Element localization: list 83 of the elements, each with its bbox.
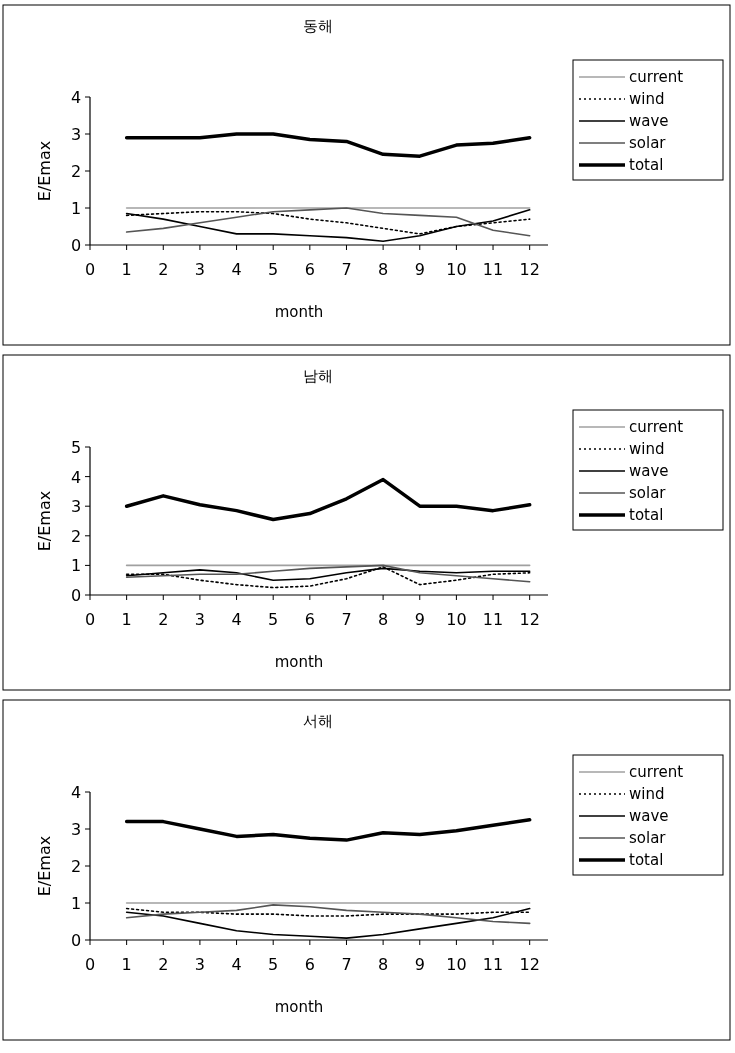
line-series: [124, 477, 532, 522]
x-tick-label: 6: [304, 610, 315, 629]
x-tick-label: 11: [482, 260, 504, 279]
x-tick-label: 11: [482, 955, 504, 974]
legend-label: wave: [629, 462, 669, 480]
x-tick-label: 2: [158, 610, 169, 629]
x-tick-label: 9: [414, 610, 425, 629]
x-tick-label: 10: [446, 955, 467, 974]
y-tick-label: 1: [70, 556, 82, 576]
y-tick-label: 2: [70, 162, 82, 181]
x-tick-label: 0: [84, 955, 96, 974]
y-tick-label: 2: [70, 526, 82, 546]
x-tick-label: 1: [121, 610, 132, 629]
x-tick-label: 5: [268, 260, 279, 279]
legend-label: wave: [629, 807, 669, 825]
y-tick-label: 2: [70, 857, 82, 876]
x-tick-label: 7: [341, 610, 352, 629]
chart-title: 서해: [303, 712, 333, 730]
x-tick-label: 7: [341, 955, 352, 974]
y-tick-label: 5: [70, 438, 82, 457]
y-tick-label: 0: [70, 236, 82, 255]
x-tick-label: 6: [304, 955, 315, 974]
x-tick-label: 3: [194, 610, 206, 629]
legend-label: wind: [629, 785, 665, 803]
x-tick-label: 9: [414, 955, 425, 974]
y-tick-label: 4: [70, 467, 82, 487]
chart-title: 남해: [303, 367, 333, 385]
x-tick-label: 0: [84, 610, 96, 629]
legend-label: current: [629, 68, 684, 86]
y-tick-label: 3: [70, 125, 82, 144]
legend-label: solar: [629, 484, 667, 502]
y-axis-title: E/Emax: [35, 490, 54, 552]
legend-label: current: [629, 763, 684, 781]
y-axis-title: E/Emax: [35, 835, 54, 897]
line-series: [124, 818, 532, 842]
line-series: [124, 132, 532, 158]
legend-label: wave: [629, 112, 669, 130]
x-tick-label: 4: [231, 260, 242, 279]
x-tick-label: 5: [268, 955, 279, 974]
x-axis-title: month: [274, 653, 324, 671]
y-tick-label: 4: [70, 783, 82, 802]
x-tick-label: 12: [519, 610, 540, 629]
x-tick-label: 12: [519, 955, 540, 974]
x-tick-label: 10: [446, 260, 467, 279]
x-tick-label: 3: [194, 955, 206, 974]
legend-label: wind: [629, 440, 665, 458]
chart-title: 동해: [303, 17, 333, 35]
y-axis-title: E/Emax: [35, 140, 54, 202]
x-axis-title: month: [274, 998, 324, 1016]
x-tick-label: 0: [84, 260, 96, 279]
x-tick-label: 5: [268, 610, 279, 629]
x-tick-label: 4: [231, 955, 242, 974]
x-tick-label: 8: [378, 260, 389, 279]
x-tick-label: 3: [194, 260, 206, 279]
legend-label: solar: [629, 829, 667, 847]
legend-label: total: [629, 156, 664, 174]
x-tick-label: 8: [378, 610, 389, 629]
legend-label: current: [629, 418, 684, 436]
x-tick-label: 9: [414, 260, 425, 279]
legend-label: wind: [629, 90, 665, 108]
x-tick-label: 2: [158, 955, 169, 974]
legend-label: solar: [629, 134, 667, 152]
legend-label: total: [629, 851, 664, 869]
y-tick-label: 3: [70, 820, 82, 839]
legend-label: total: [629, 506, 664, 524]
line-series: [125, 904, 531, 925]
x-tick-label: 8: [378, 955, 389, 974]
x-tick-label: 10: [446, 610, 467, 629]
x-tick-label: 7: [341, 260, 352, 279]
x-tick-label: 6: [304, 260, 315, 279]
x-tick-label: 1: [121, 260, 132, 279]
y-tick-label: 4: [70, 88, 82, 107]
y-tick-label: 0: [70, 931, 82, 950]
x-tick-label: 2: [158, 260, 169, 279]
y-tick-label: 1: [70, 894, 82, 913]
x-axis-title: month: [274, 303, 324, 321]
x-tick-label: 12: [519, 260, 540, 279]
y-tick-label: 0: [70, 586, 82, 605]
y-tick-label: 3: [70, 497, 82, 517]
x-tick-label: 4: [231, 610, 242, 629]
x-tick-label: 11: [482, 610, 504, 629]
x-tick-label: 1: [121, 955, 132, 974]
y-tick-label: 1: [70, 199, 82, 218]
